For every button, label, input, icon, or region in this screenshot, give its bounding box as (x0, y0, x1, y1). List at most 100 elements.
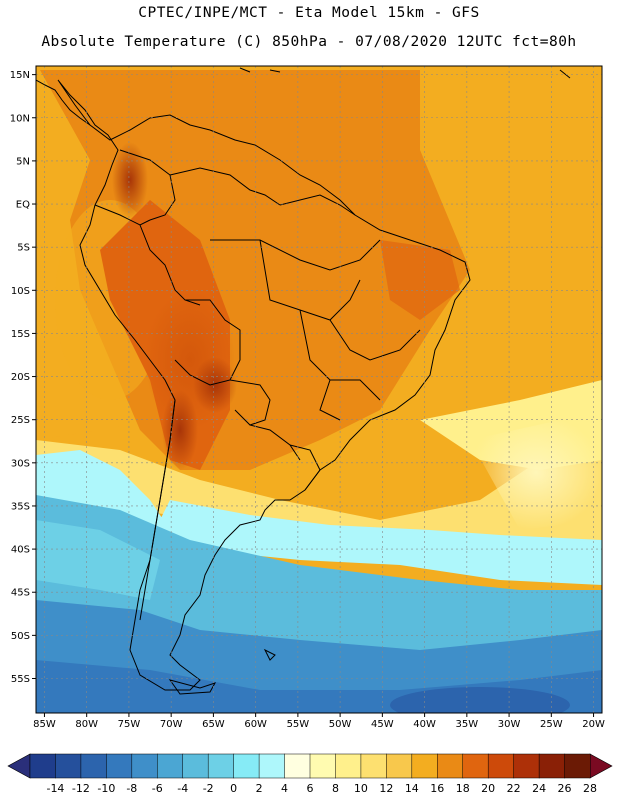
colorbar-label: 14 (405, 782, 419, 795)
lon-label: 25W (540, 719, 563, 730)
colorbar-swatch (411, 753, 438, 779)
lon-label: 75W (118, 719, 141, 730)
lat-label: 55S (11, 674, 30, 685)
field-yellow-band (36, 430, 602, 560)
colorbar-label: 6 (307, 782, 314, 795)
colorbar-swatch (462, 753, 489, 779)
field-atlantic-pale-core (470, 415, 602, 530)
colorbar-swatch (386, 753, 413, 779)
field-southern-cold-core (390, 687, 570, 713)
falklands (263, 648, 276, 661)
colorbar-swatch (538, 753, 566, 779)
field-cyan-band (150, 500, 602, 585)
colorbar-label: 12 (379, 782, 393, 795)
colorbar-swatch (233, 753, 260, 779)
coastlines (36, 67, 571, 695)
colorbar: -14 -12 -10 -8 -6 -4 -2 0 2 4 6 8 10 12 14 16 18 20 22 24 26… (7, 753, 613, 795)
south-america-outline (57, 79, 471, 691)
colorbar-swatch (487, 753, 515, 779)
colorbar-swatch (284, 753, 311, 779)
map-subtitle: Absolute Temperature (C) 850hPa - 07/08/… (41, 34, 577, 50)
border-argentina-brazil (249, 424, 301, 461)
colorbar-swatch (55, 753, 82, 779)
colorbar-under-arrow (7, 753, 31, 779)
lat-label: EQ (16, 200, 30, 211)
border-ecuador-peru (94, 204, 151, 226)
longitude-labels: 85W 80W 75W 70W 65W 60W 55W 50W 45W 40W 35W 30W 25W 2… (33, 713, 605, 730)
lat-label: 15S (11, 329, 30, 340)
border-uruguay (289, 444, 321, 491)
colorbar-swatch (106, 753, 133, 779)
lat-label: 15N (10, 70, 30, 81)
colorbar-label: 20 (481, 782, 495, 795)
border-guianas (279, 194, 356, 216)
lat-label: 10N (10, 113, 30, 124)
border-peru-brazil (139, 224, 201, 306)
field-pacific-cyan (36, 450, 170, 530)
colorbar-swatch (29, 753, 57, 779)
lon-label: 35W (456, 719, 479, 730)
lon-label: 55W (287, 719, 310, 730)
colorbar-swatch (258, 753, 286, 779)
lat-label: 40S (11, 545, 30, 556)
colorbar-swatch (335, 753, 362, 779)
border-paraguay (229, 379, 271, 426)
caribbean-islands (239, 67, 571, 79)
colorbar-label: -6 (152, 782, 163, 795)
colorbar-label: -12 (72, 782, 90, 795)
temperature-field (36, 66, 602, 713)
colorbar-label: 16 (430, 782, 444, 795)
colorbar-swatch (309, 753, 337, 779)
lat-label: 5N (16, 156, 30, 167)
colorbar-swatch (157, 753, 184, 779)
colorbar-label: -10 (97, 782, 115, 795)
lat-label: 25S (11, 415, 30, 426)
colorbar-swatch (513, 753, 540, 779)
latitude-labels: 15N 10N 5N EQ 5S 10S 15S 20S 25S 30S 35S 40S 45S 50S 5… (10, 70, 36, 685)
colorbar-label: -4 (177, 782, 188, 795)
colorbar-label: -8 (126, 782, 137, 795)
lat-label: 5S (17, 243, 30, 254)
colorbar-label: 2 (256, 782, 263, 795)
border-bolivia (174, 299, 241, 386)
lat-label: 30S (11, 458, 30, 469)
colorbar-swatch (207, 753, 235, 779)
brazil-states (210, 239, 421, 421)
colorbar-label: 0 (230, 782, 237, 795)
lon-label: 30W (498, 719, 521, 730)
field-pacific-light-blue (36, 520, 160, 600)
field-hotspot-chaco (193, 357, 237, 413)
colorbar-label: 8 (332, 782, 339, 795)
colorbar-label: 26 (558, 782, 572, 795)
colorbar-label: 24 (532, 782, 546, 795)
lon-label: 65W (202, 719, 225, 730)
lat-label: 50S (11, 631, 30, 642)
map-frame (35, 65, 603, 714)
colorbar-label: -14 (46, 782, 64, 795)
colorbar-over-arrow (589, 753, 613, 779)
lat-label: 10S (11, 286, 30, 297)
lon-label: 85W (33, 719, 56, 730)
colorbar-swatch (437, 753, 464, 779)
field-hotspot-andes-south (162, 390, 198, 470)
colorbar-label: -2 (203, 782, 214, 795)
field-hotspot-northeast (380, 240, 460, 320)
central-america (36, 79, 91, 126)
border-colombia (119, 149, 176, 221)
border-venezuela (169, 167, 281, 206)
colorbar-swatch (360, 753, 387, 779)
map-title: CPTEC/INPE/MCT - Eta Model 15km - GFS (138, 5, 480, 21)
colorbar-label: 18 (456, 782, 470, 795)
colorbar-swatch (182, 753, 209, 779)
lon-label: 70W (160, 719, 183, 730)
colorbar-swatch (564, 753, 591, 779)
lat-label: 35S (11, 501, 30, 512)
lon-label: 60W (244, 719, 267, 730)
colorbar-swatch (131, 753, 158, 779)
lon-label: 80W (75, 719, 98, 730)
colorbar-label: 10 (354, 782, 368, 795)
colorbar-swatch (80, 753, 107, 779)
graticule (36, 66, 602, 713)
lon-label: 45W (371, 719, 394, 730)
